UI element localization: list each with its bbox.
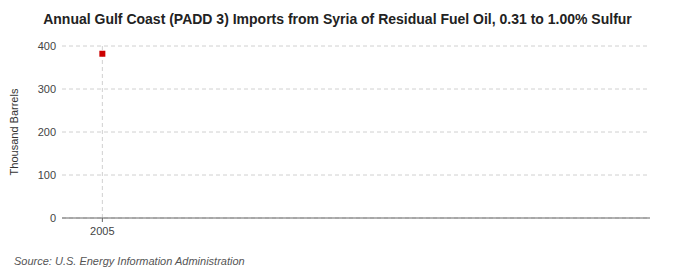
tick-label: 100 [38,169,56,181]
x-axis [62,218,650,219]
chart: Annual Gulf Coast (PADD 3) Imports from … [0,0,675,275]
tick-label: 200 [38,126,56,138]
grid-line [62,132,650,133]
points [99,51,105,57]
grid-line [102,46,103,218]
grid-line [62,46,650,47]
grid-line [62,218,650,219]
source: Source: U.S. Energy Information Administ… [14,255,245,267]
tick-label: 0 [50,212,56,224]
grid [62,46,650,218]
point [99,51,105,57]
tick-label: 2005 [90,225,114,237]
title: Annual Gulf Coast (PADD 3) Imports from … [43,11,632,27]
tick-label: 300 [38,83,56,95]
y-axis-label: Thousand Barrels [8,88,20,175]
tick-label: 400 [38,40,56,52]
grid-line [62,175,650,176]
grid-line [62,89,650,90]
tick-mark [102,218,103,222]
